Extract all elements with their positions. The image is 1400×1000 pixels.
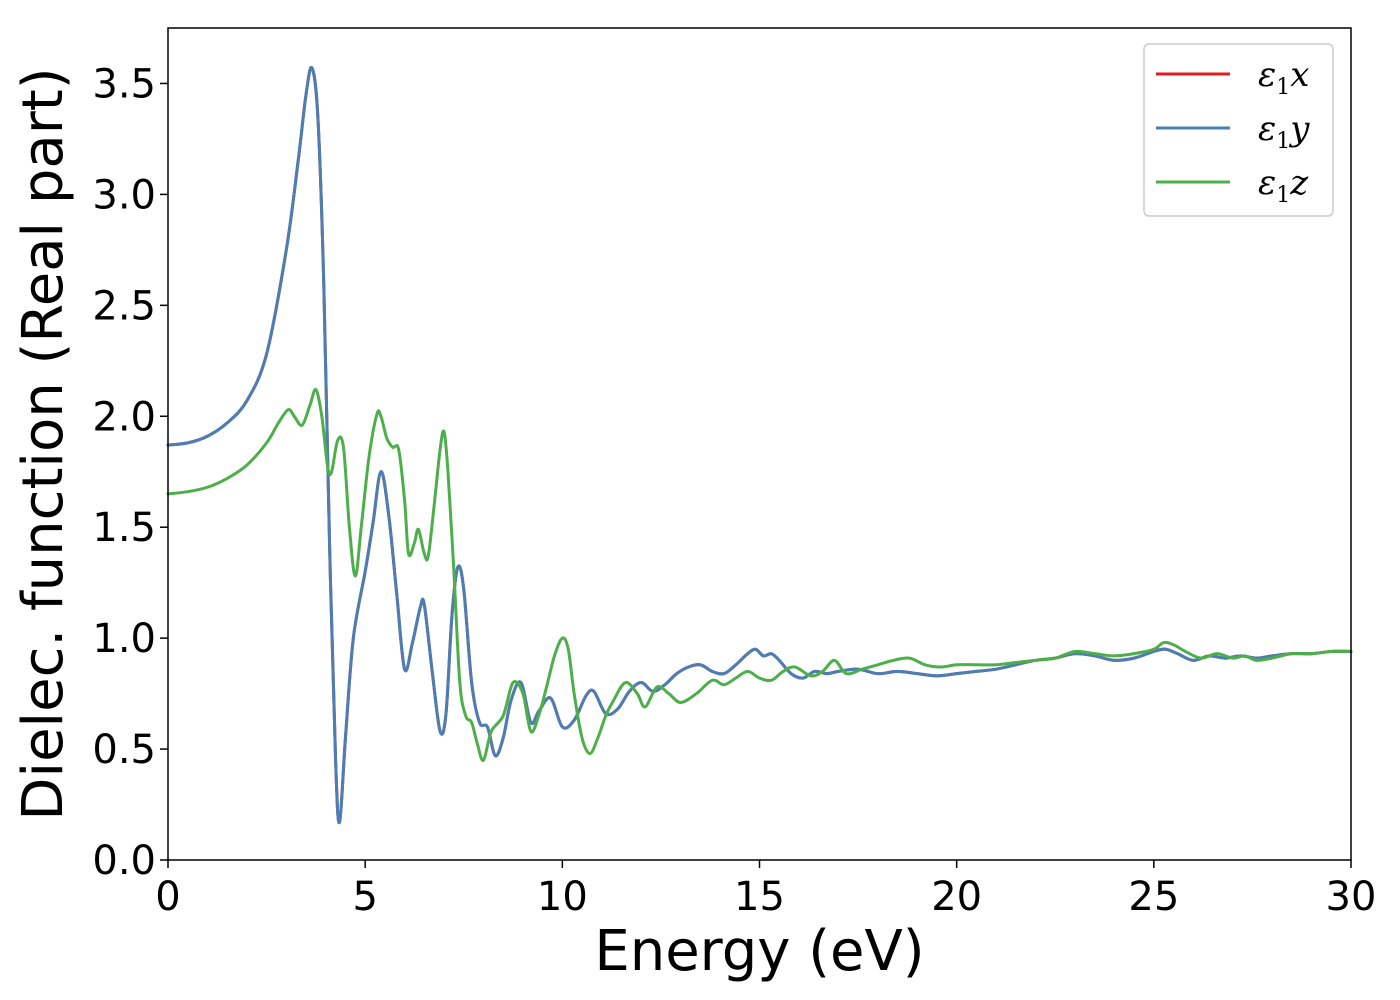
x-tick-label: 25	[1128, 874, 1179, 920]
x-tick-label: 10	[537, 874, 588, 920]
legend-label-z: ε1z	[1258, 163, 1309, 208]
x-tick-label: 20	[931, 874, 982, 920]
x-axis-title: Energy (eV)	[594, 919, 924, 984]
y-axis-ticks: 0.0 0.5 1.0 1.5 2.0 2.5 3.0 3.5	[92, 61, 168, 884]
legend-box	[1143, 43, 1334, 217]
y-tick-label: 0.0	[92, 838, 156, 884]
series-layer	[166, 65, 1353, 825]
x-tick-label: 0	[155, 874, 180, 920]
x-tick-label: 30	[1326, 874, 1377, 920]
y-tick-label: 1.5	[92, 505, 156, 551]
x-tick-label: 15	[734, 874, 785, 920]
x-tick-label: 5	[352, 874, 377, 920]
y-tick-label: 3.0	[92, 172, 156, 218]
series-line-z	[166, 388, 1353, 762]
y-tick-label: 2.5	[92, 283, 156, 329]
x-axis-ticks: 0 5 10 15 20 25 30	[155, 860, 1376, 920]
legend: ε1x ε1y ε1z	[1143, 43, 1334, 217]
y-tick-label: 0.5	[92, 727, 156, 773]
y-tick-label: 1.0	[92, 616, 156, 662]
legend-label-x: ε1x	[1258, 55, 1309, 100]
legend-label-y: ε1y	[1258, 109, 1310, 154]
y-axis-title: Dielec. function (Real part)	[11, 67, 76, 820]
y-tick-label: 3.5	[92, 61, 156, 107]
y-tick-label: 2.0	[92, 394, 156, 440]
